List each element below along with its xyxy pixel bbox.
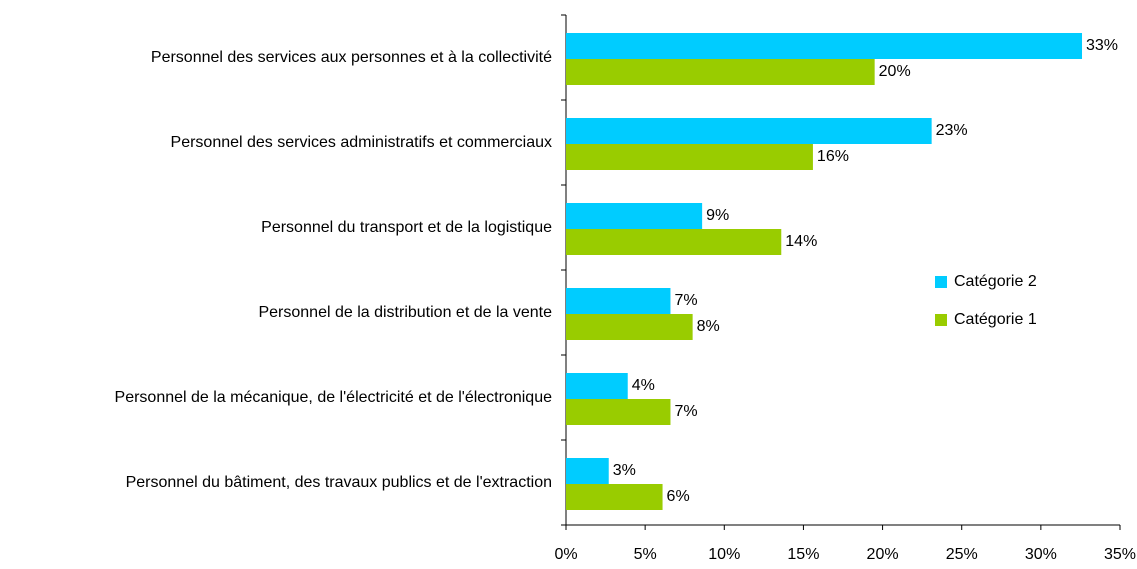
data-label: 33% <box>1086 37 1118 54</box>
category-text: Personnel du transport et de la logistiq… <box>261 218 552 236</box>
bar <box>566 118 932 144</box>
x-tick-label: 25% <box>946 546 978 563</box>
x-tick-label: 5% <box>634 546 657 563</box>
bar <box>566 314 693 340</box>
bar <box>566 229 782 255</box>
category-text: Personnel des services administratifs et… <box>170 133 552 151</box>
bar <box>566 288 671 314</box>
bar <box>566 458 609 484</box>
data-label: 16% <box>817 148 849 165</box>
legend-swatch <box>935 314 947 326</box>
bar <box>566 144 813 170</box>
legend-label: Catégorie 2 <box>954 273 1037 290</box>
x-tick-label: 15% <box>787 546 819 563</box>
y-tick-label: Personnel de la distribution et de la ve… <box>0 270 552 355</box>
x-tick-label: 35% <box>1104 546 1136 563</box>
bar <box>566 33 1083 59</box>
x-tick-label: 20% <box>867 546 899 563</box>
bar <box>566 399 671 425</box>
x-tick-label: 30% <box>1025 546 1057 563</box>
bar <box>566 373 628 399</box>
category-text: Personnel du bâtiment, des travaux publi… <box>125 473 552 491</box>
x-tick-label: 0% <box>554 546 577 563</box>
data-label: 20% <box>879 63 911 80</box>
y-tick-label: Personnel du bâtiment, des travaux publi… <box>0 440 552 525</box>
data-label: 14% <box>785 233 817 250</box>
data-label: 6% <box>667 488 690 505</box>
legend-swatch <box>935 276 947 288</box>
y-tick-label: Personnel de la mécanique, de l'électric… <box>0 355 552 440</box>
legend-label: Catégorie 1 <box>954 311 1037 328</box>
y-tick-label: Personnel des services aux personnes et … <box>0 15 552 100</box>
bar <box>566 484 663 510</box>
y-tick-label: Personnel du transport et de la logistiq… <box>0 185 552 270</box>
bar <box>566 59 875 85</box>
data-label: 9% <box>706 207 729 224</box>
data-label: 4% <box>632 377 655 394</box>
data-label: 8% <box>697 318 720 335</box>
category-text: Personnel des services aux personnes et … <box>150 48 552 66</box>
category-text: Personnel de la mécanique, de l'électric… <box>114 388 552 406</box>
data-label: 3% <box>613 462 636 479</box>
data-label: 7% <box>674 292 697 309</box>
bar <box>566 203 703 229</box>
data-label: 7% <box>674 403 697 420</box>
x-tick-label: 10% <box>708 546 740 563</box>
category-text: Personnel de la distribution et de la ve… <box>258 303 552 321</box>
data-label: 23% <box>936 122 968 139</box>
y-tick-label: Personnel des services administratifs et… <box>0 100 552 185</box>
